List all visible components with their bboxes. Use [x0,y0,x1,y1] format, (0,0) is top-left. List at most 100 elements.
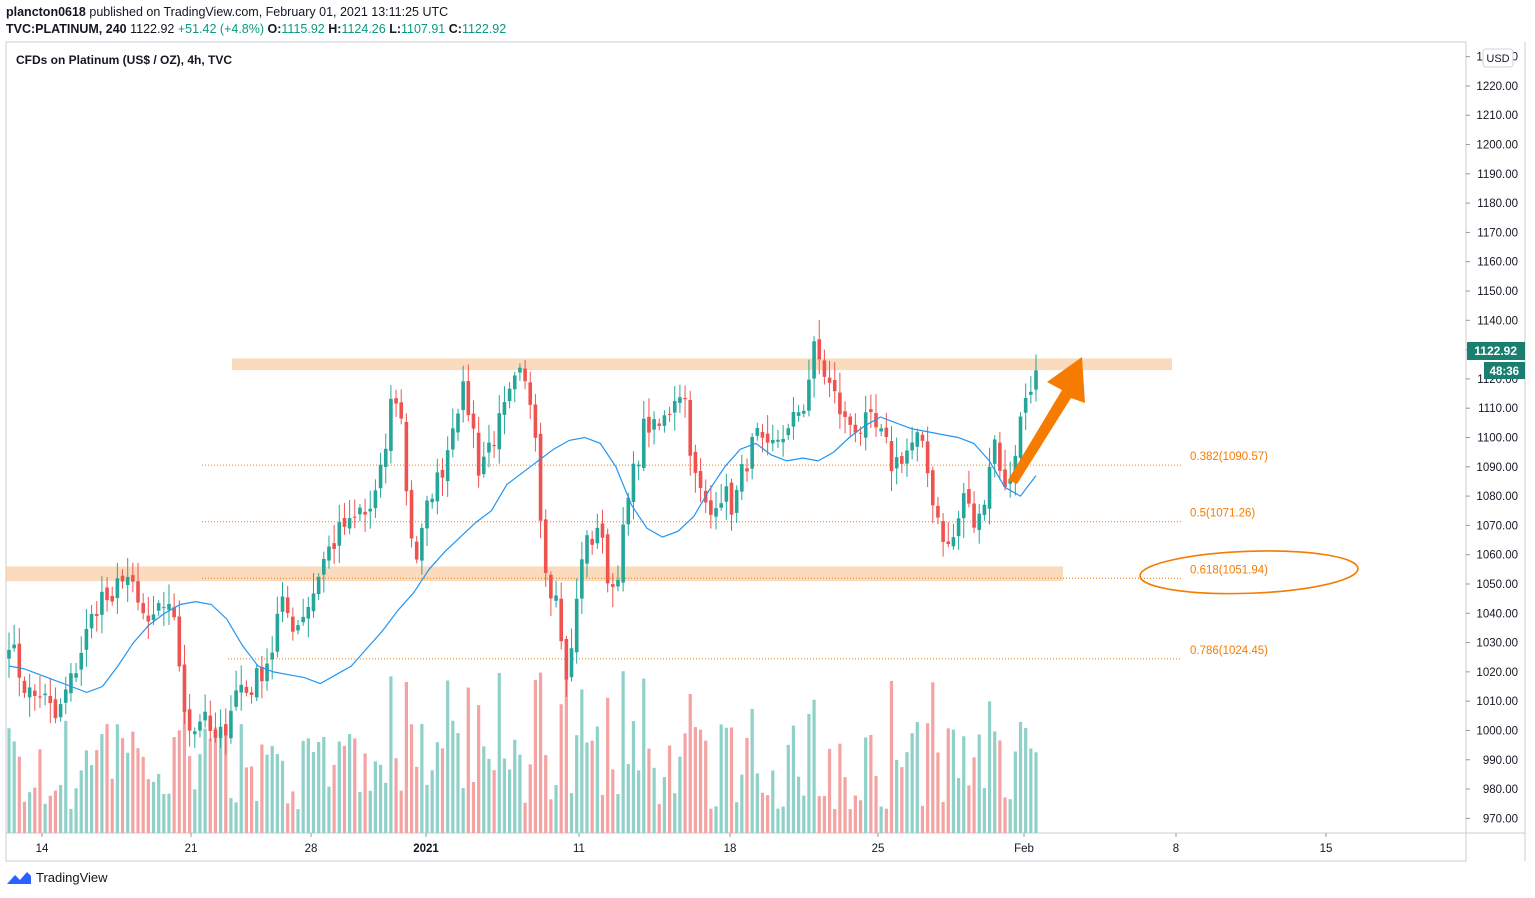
candle-body [368,508,373,512]
candle-body [84,628,89,650]
price-tick-label: 1050.00 [1476,579,1518,591]
time-tick-label: 18 [724,843,737,855]
candle-body [430,498,434,503]
candle-body [734,489,739,513]
countdown-badge [1484,362,1525,379]
volume-bar [208,738,212,833]
price-axis[interactable]: 970.00 980.00 990.00 1000.00 1010.00 1020.00 1… [1466,52,1518,826]
volume-bar [280,760,285,833]
candle-body [507,388,512,402]
candle-body [198,721,202,731]
volume-bar [394,758,398,833]
candle-body [636,464,641,467]
volume-bar [22,801,27,833]
candle-body [755,428,760,436]
volume-bar [766,795,770,833]
volume-bar [317,742,321,833]
volume-bar [492,770,496,833]
candle-body [801,410,806,414]
volume-bar [931,682,935,833]
volume-bar [502,758,507,833]
volume-bar [523,802,527,833]
countdown-badge-text: 48:36 [1490,366,1519,378]
time-tick-label: 14 [36,843,49,855]
candle-body [549,574,553,599]
volume-bar [378,764,383,833]
volume-bar [817,796,821,833]
candle-body [740,464,744,492]
tradingview-logo[interactable]: TradingView [6,870,108,885]
candle-body [466,381,471,416]
volume-bar [368,790,372,833]
volume-bar [590,740,594,833]
currency-button[interactable] [1482,48,1514,68]
candle-body [884,427,889,438]
candle-body [487,442,491,453]
volume-bar [858,800,863,833]
currency-label: USD [1486,53,1509,65]
volume-bar [415,766,419,833]
candle-body [595,527,600,544]
candle-body [33,690,37,696]
candle-body [58,704,63,718]
candle-body [807,379,811,411]
candle-body [678,397,682,403]
price-tick-label: 990.00 [1483,755,1518,767]
volume-bar [915,721,919,833]
price-tick-label: 1110.00 [1478,403,1518,415]
volume-bar [559,704,563,833]
candle-body [1013,455,1018,480]
candle-body [327,546,331,561]
candle-body [53,699,58,719]
publish-info: published on TradingView.com, February 0… [89,5,449,19]
candle-body [213,729,218,738]
volume-bar [1034,752,1038,833]
candle-body [337,522,342,546]
volume-bar [440,748,445,833]
candle-body [347,518,352,529]
candle-body [476,432,481,476]
volume-bar [74,788,78,833]
author-name[interactable]: plancton0618 [6,5,86,19]
open-value: 1115.92 [281,22,325,36]
volume-bar [740,774,744,833]
volume-bar [864,737,868,833]
candle-body [260,667,264,682]
candle-body [900,456,904,464]
volume-bar [724,727,728,833]
volume-bar [33,787,37,833]
candle-body [626,497,631,525]
candle-body [192,731,197,735]
volume-bar [363,753,367,833]
candle-body [894,457,899,469]
volume-bar [79,770,83,833]
volume-bar [255,800,259,833]
candle-body [1029,391,1033,395]
volume-bar [843,777,847,833]
candle-body [848,416,853,425]
candle-body [657,423,662,426]
volume-bar [17,756,21,833]
volume-layer [7,671,1038,833]
volume-bar [466,687,470,833]
candle-body [1008,479,1012,484]
time-axis[interactable]: 14 21 28 2021 11 18 25 Feb 8 15 [36,833,1333,855]
volume-bar [606,697,610,833]
candle-body [420,528,424,561]
volume-bar [286,803,290,833]
candle-body [533,404,538,438]
volume-bar [342,745,347,833]
volume-bar [993,731,997,833]
low-label: L: [389,22,401,36]
volume-bar [611,769,615,833]
volume-bar [89,765,94,833]
candle-body [987,466,992,509]
volume-bar [714,806,718,833]
volume-bar [621,671,625,833]
candle-body [17,643,22,678]
candle-body [518,367,522,373]
volume-bar [580,689,584,833]
candle-body [812,341,816,379]
chart-frame [5,41,1526,862]
